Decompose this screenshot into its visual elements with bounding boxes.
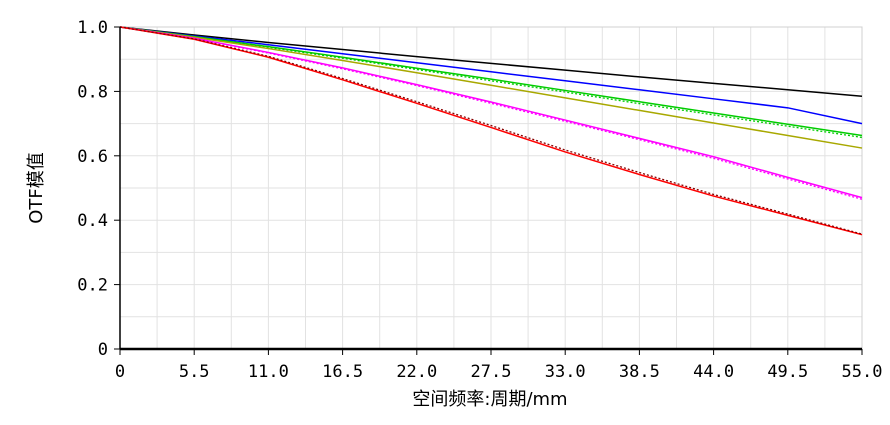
x-tick-label: 11.0 <box>248 362 289 382</box>
series-line-5 <box>119 26 863 149</box>
x-tick-label: 33.0 <box>545 362 586 382</box>
x-tick-label: 22.0 <box>396 362 437 382</box>
x-tick-label: 5.5 <box>179 362 210 382</box>
grid <box>119 26 863 350</box>
x-tick-label: 16.5 <box>322 362 363 382</box>
tick-labels: 0 5.5 11.0 16.5 22.0 27.5 33.0 38.5 44.0 49.5 55.0… <box>77 18 882 382</box>
series-line-2 <box>119 26 863 125</box>
series-group <box>119 26 863 236</box>
axes <box>114 26 863 355</box>
y-tick-label: 0.6 <box>77 147 108 167</box>
series-line-4 <box>119 26 863 139</box>
y-axis-title: OTF模值 <box>26 152 47 224</box>
y-tick-label: 1.0 <box>77 18 108 38</box>
series-line-1 <box>119 26 863 97</box>
series-line-9 <box>119 26 863 235</box>
series-line-8 <box>119 26 863 236</box>
x-tick-label: 55.0 <box>842 362 883 382</box>
x-tick-label: 0 <box>115 362 125 382</box>
y-tick-label: 0 <box>98 340 108 360</box>
x-tick-label: 49.5 <box>767 362 808 382</box>
y-tick-label: 0.2 <box>77 276 108 296</box>
x-axis-title: 空间频率:周期/mm <box>412 389 567 410</box>
x-tick-label: 38.5 <box>619 362 660 382</box>
y-tick-label: 0.8 <box>77 82 108 102</box>
x-tick-label: 44.0 <box>693 362 734 382</box>
series-line-7 <box>119 26 863 200</box>
x-tick-label: 27.5 <box>471 362 512 382</box>
y-tick-label: 0.4 <box>77 211 108 231</box>
